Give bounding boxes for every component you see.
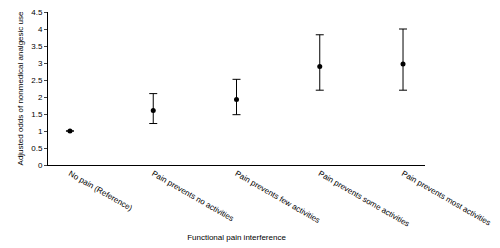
svg-text:3.5: 3.5 <box>31 42 43 51</box>
svg-text:3: 3 <box>38 59 43 68</box>
svg-text:Pain prevents no activities: Pain prevents no activities <box>150 169 235 223</box>
svg-text:No pain (Reference): No pain (Reference) <box>67 169 134 213</box>
svg-text:Pain prevents most activities: Pain prevents most activities <box>400 169 492 227</box>
svg-text:1.5: 1.5 <box>31 110 43 119</box>
svg-text:2: 2 <box>38 93 43 102</box>
svg-text:Adjusted odds of nonmedical an: Adjusted odds of nonmedical analgesic us… <box>16 11 25 165</box>
svg-text:Pain prevents some activities: Pain prevents some activities <box>317 169 411 229</box>
svg-text:2.5: 2.5 <box>31 76 43 85</box>
svg-text:Pain prevents few activities: Pain prevents few activities <box>234 169 322 225</box>
svg-text:0: 0 <box>38 161 43 170</box>
svg-text:1: 1 <box>38 127 43 136</box>
svg-text:Functional pain interference: Functional pain interference <box>187 233 286 242</box>
svg-text:0.5: 0.5 <box>31 144 43 153</box>
svg-text:4: 4 <box>38 25 43 34</box>
svg-text:4.5: 4.5 <box>31 8 43 17</box>
